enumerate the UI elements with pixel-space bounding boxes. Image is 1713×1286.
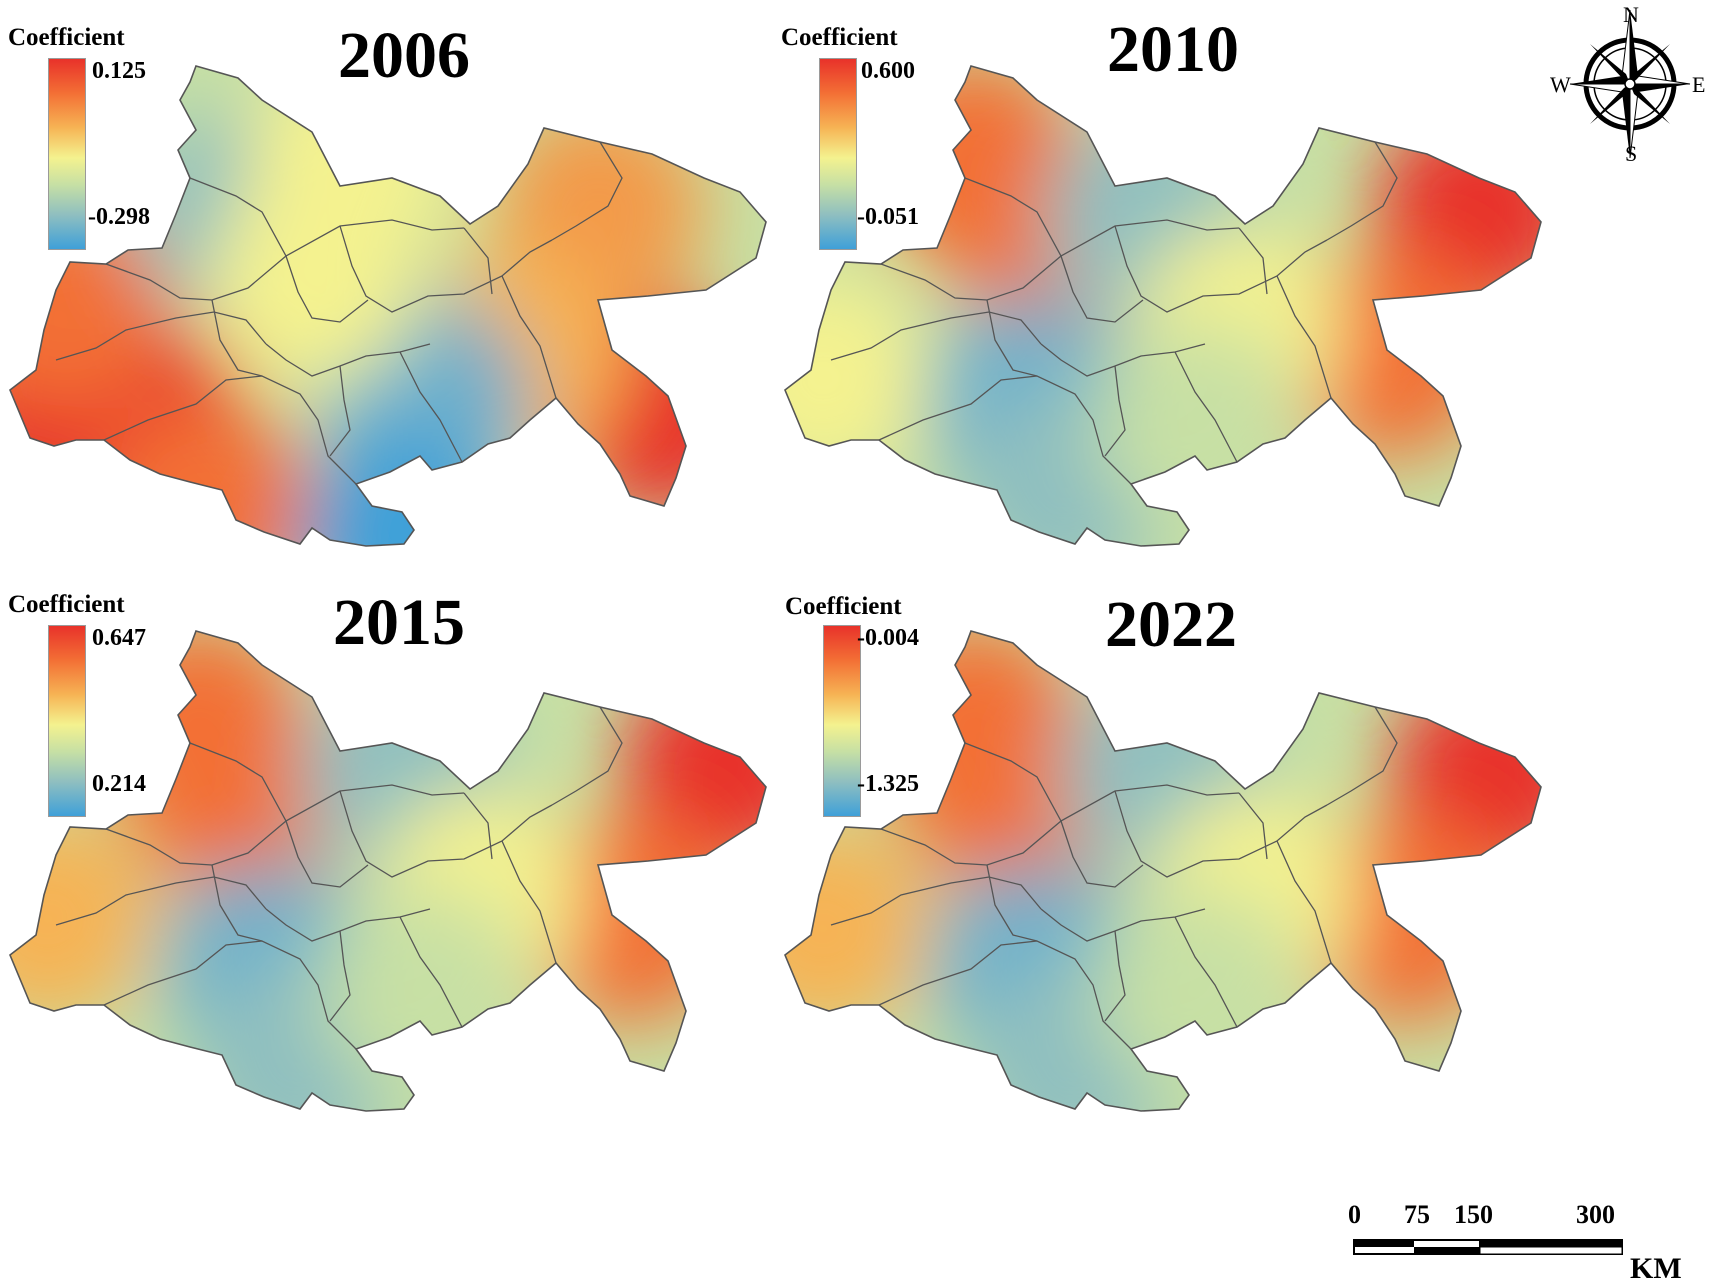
city-boundary-1 bbox=[880, 255, 1062, 301]
coefficient-hotspot-7 bbox=[10, 814, 153, 1024]
coefficient-hotspot-9 bbox=[1095, 321, 1306, 531]
legend-min-value: -0.298 bbox=[88, 204, 150, 230]
city-boundary-2 bbox=[830, 876, 1042, 926]
legend-min-value: 0.214 bbox=[92, 771, 146, 797]
city-boundary-4 bbox=[986, 299, 1038, 377]
city-boundary-12 bbox=[329, 930, 351, 1022]
city-boundary-12 bbox=[329, 365, 351, 457]
coefficient-surface bbox=[785, 66, 1541, 546]
compass-south-label: S bbox=[1625, 141, 1638, 166]
legend-title: Coefficient bbox=[8, 24, 125, 51]
legend-color-bar bbox=[48, 58, 86, 250]
legend-title: Coefficient bbox=[8, 591, 125, 618]
city-boundary-4 bbox=[986, 864, 1038, 942]
city-boundary-6 bbox=[1060, 820, 1144, 888]
city-boundary-12 bbox=[1104, 365, 1126, 457]
city-boundary-7 bbox=[1238, 227, 1268, 295]
coefficient-hotspot-7 bbox=[785, 823, 928, 1034]
map-2022 bbox=[784, 630, 1542, 1112]
city-boundary-0 bbox=[189, 177, 465, 257]
city-boundary-5 bbox=[339, 225, 553, 313]
legend-max-value: 0.125 bbox=[92, 58, 146, 84]
coefficient-hotspot-7 bbox=[785, 273, 928, 483]
city-boundary-5 bbox=[339, 790, 553, 878]
legend-color-bar bbox=[48, 625, 86, 817]
city-boundary-4 bbox=[211, 299, 263, 377]
legend-min-value: -0.051 bbox=[857, 204, 919, 230]
panel-year-title: 2022 bbox=[1105, 588, 1237, 661]
city-boundary-12 bbox=[1104, 930, 1126, 1022]
scale-unit-label: KM bbox=[1630, 1252, 1682, 1285]
city-boundary-9 bbox=[501, 275, 557, 399]
map-2010 bbox=[784, 65, 1542, 547]
scale-tick-75: 75 bbox=[1404, 1200, 1430, 1229]
city-boundary-8 bbox=[551, 706, 623, 806]
city-boundary-7 bbox=[463, 227, 493, 295]
city-boundary-8 bbox=[551, 141, 623, 241]
city-boundary-1 bbox=[105, 820, 287, 866]
city-boundary-7 bbox=[1238, 792, 1268, 860]
city-boundary-9 bbox=[1276, 840, 1332, 964]
city-boundary-0 bbox=[189, 742, 465, 822]
legend-max-value: -0.004 bbox=[857, 625, 919, 651]
legend-color-bar bbox=[823, 625, 861, 817]
map-panel-2006: Coefficient 0.125 -0.298 2006 bbox=[0, 0, 856, 620]
scale-bar-graphic bbox=[1353, 1239, 1623, 1255]
city-boundary-7 bbox=[463, 792, 493, 860]
map-2015 bbox=[9, 630, 767, 1112]
compass-east-label: E bbox=[1692, 72, 1706, 97]
panel-year-title: 2010 bbox=[1107, 13, 1239, 86]
compass-north-label: N bbox=[1623, 2, 1639, 27]
city-boundary-2 bbox=[55, 311, 267, 361]
region-outline bbox=[784, 65, 1542, 547]
city-boundary-9 bbox=[1276, 275, 1332, 399]
panel-year-title: 2006 bbox=[338, 19, 470, 92]
city-boundary-11 bbox=[1174, 916, 1238, 1028]
city-boundary-2 bbox=[830, 311, 1042, 361]
city-boundary-6 bbox=[285, 255, 369, 323]
city-boundary-4 bbox=[211, 864, 263, 942]
legend-color-bar bbox=[819, 58, 857, 250]
city-boundary-6 bbox=[1060, 255, 1144, 323]
city-boundary-11 bbox=[399, 916, 463, 1028]
city-boundary-1 bbox=[880, 820, 1062, 866]
region-outline bbox=[9, 65, 767, 547]
map-panel-2010: Coefficient 0.600 -0.051 2010 bbox=[775, 0, 1631, 620]
legend-title: Coefficient bbox=[785, 593, 902, 620]
coefficient-hotspot-9 bbox=[1095, 886, 1306, 1096]
city-boundary-6 bbox=[285, 820, 369, 888]
compass-rose-icon bbox=[1569, 9, 1691, 159]
scale-tick-300: 300 bbox=[1576, 1200, 1615, 1229]
compass-rose: N S E W bbox=[1550, 0, 1710, 170]
scale-bar: 0 75 150 300 KM bbox=[1340, 1200, 1710, 1285]
coefficient-hotspot-9 bbox=[320, 886, 531, 1096]
city-boundary-11 bbox=[1174, 351, 1238, 463]
coefficient-surface bbox=[10, 66, 766, 546]
compass-west-label: W bbox=[1550, 72, 1571, 97]
legend-title: Coefficient bbox=[781, 24, 898, 51]
coefficient-surface bbox=[785, 631, 1541, 1111]
map-panel-2015: Coefficient 0.647 0.214 2015 bbox=[0, 565, 856, 1185]
map-2006 bbox=[9, 65, 767, 547]
city-boundary-2 bbox=[55, 876, 267, 926]
scale-tick-150: 150 bbox=[1454, 1200, 1493, 1229]
city-boundary-1 bbox=[105, 255, 287, 301]
scale-tick-0: 0 bbox=[1348, 1200, 1361, 1229]
city-boundary-8 bbox=[1326, 706, 1398, 806]
region-outline bbox=[784, 630, 1542, 1112]
map-panel-2022: Coefficient -0.004 -1.325 2022 bbox=[775, 565, 1631, 1185]
city-boundary-5 bbox=[1114, 790, 1328, 878]
city-boundary-0 bbox=[964, 177, 1240, 257]
city-boundary-9 bbox=[501, 840, 557, 964]
city-boundary-11 bbox=[399, 351, 463, 463]
legend-min-value: -1.325 bbox=[857, 771, 919, 797]
legend-max-value: 0.647 bbox=[92, 625, 146, 651]
legend-max-value: 0.600 bbox=[861, 58, 915, 84]
city-boundary-0 bbox=[964, 742, 1240, 822]
city-boundary-8 bbox=[1326, 141, 1398, 241]
city-boundary-5 bbox=[1114, 225, 1328, 313]
panel-year-title: 2015 bbox=[333, 586, 465, 659]
region-outline bbox=[9, 630, 767, 1112]
coefficient-hotspot-11 bbox=[207, 177, 418, 387]
